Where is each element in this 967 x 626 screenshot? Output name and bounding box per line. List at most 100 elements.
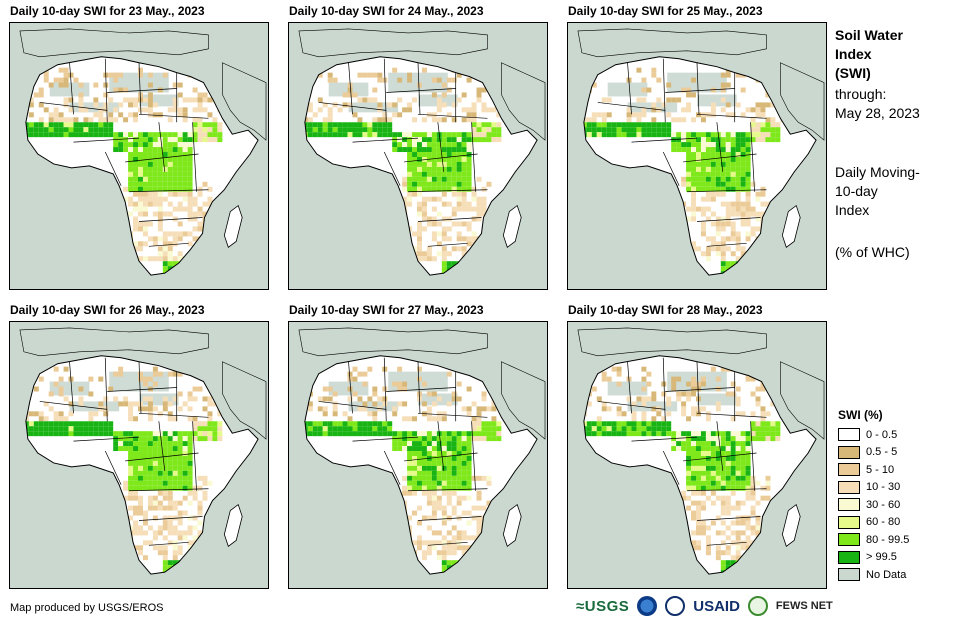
swi-cell — [68, 411, 74, 417]
swi-cell — [521, 396, 527, 402]
swi-cell — [730, 206, 736, 212]
swi-cell — [68, 127, 74, 133]
swi-cell — [123, 142, 129, 148]
swi-cell — [735, 231, 741, 237]
swi-cell — [392, 406, 398, 412]
swi-cell — [431, 161, 437, 167]
swi-cell — [147, 82, 153, 88]
swi-cell — [43, 426, 49, 432]
swi-cell — [307, 406, 313, 412]
swi-cell — [740, 152, 746, 157]
swi-cell — [516, 401, 522, 407]
swi-cell — [436, 231, 442, 237]
swi-cell — [730, 137, 736, 143]
swi-cell — [187, 475, 193, 481]
swi-cell — [591, 386, 597, 392]
swi-cell — [421, 550, 427, 556]
swi-cell — [108, 117, 114, 123]
swi-cell — [726, 575, 731, 580]
swi-cell — [192, 371, 198, 377]
swi-cell — [426, 540, 432, 546]
swi-cell — [147, 107, 153, 113]
swi-cell — [710, 446, 716, 452]
swi-cell — [436, 480, 442, 486]
swi-cell — [696, 206, 701, 212]
swi-cell — [451, 465, 457, 471]
swi-cell — [725, 510, 731, 516]
swi-cell — [461, 161, 467, 167]
swi-cell — [606, 112, 612, 118]
swi-cell — [476, 271, 482, 276]
swi-cell — [402, 137, 408, 143]
country-border — [750, 421, 755, 491]
swi-cell — [167, 371, 173, 377]
country-border — [683, 452, 757, 462]
swi-cell — [138, 500, 143, 506]
swi-cell — [182, 176, 188, 182]
swi-cell — [456, 485, 462, 491]
swi-cell — [481, 426, 487, 432]
swi-cell — [461, 436, 467, 442]
swi-cell — [421, 132, 427, 138]
swi-cell — [352, 431, 358, 437]
swi-cell — [451, 147, 457, 153]
swi-cell — [142, 406, 148, 412]
swi-cell — [745, 152, 751, 157]
swi-cell — [372, 421, 378, 427]
swi-cell — [621, 421, 627, 427]
country-border — [471, 122, 476, 192]
swi-cell — [167, 171, 173, 177]
swi-cell — [740, 201, 746, 207]
swi-cell — [152, 196, 158, 202]
swi-cell — [28, 127, 34, 133]
swi-cell — [536, 366, 538, 372]
swi-cell — [197, 545, 203, 551]
swi-cell — [182, 231, 188, 237]
swi-cell — [715, 142, 721, 148]
swi-cell — [646, 421, 652, 427]
swi-cell — [780, 411, 786, 417]
swi-cell — [162, 550, 168, 556]
swi-cell — [162, 480, 168, 486]
swi-cell — [691, 455, 697, 461]
swi-cell — [583, 122, 587, 128]
swi-cell — [735, 535, 741, 541]
swi-cell — [162, 261, 168, 267]
swi-cell — [691, 530, 697, 536]
swi-cell — [681, 176, 687, 182]
swi-cell — [362, 97, 368, 103]
swi-cell — [142, 231, 148, 237]
swi-cell — [207, 137, 213, 143]
panel-title: Daily 10-day SWI for 28 May., 2023 — [568, 303, 763, 317]
swi-cell — [755, 480, 761, 486]
country-border — [138, 62, 142, 115]
swi-cell — [25, 401, 29, 407]
swi-cell — [431, 515, 437, 521]
swi-cell — [616, 431, 622, 437]
swi-cell — [516, 411, 522, 417]
swi-cell — [755, 431, 761, 437]
swi-cell — [207, 421, 213, 427]
swi-cell — [187, 470, 193, 476]
swi-cell — [202, 436, 208, 442]
swi-cell — [327, 421, 333, 427]
swi-cell — [307, 122, 313, 128]
swi-cell — [496, 431, 502, 437]
country-border — [383, 151, 401, 186]
swi-cell — [431, 221, 437, 227]
swi-cell — [765, 510, 771, 516]
swi-cell — [167, 107, 173, 113]
swi-cell — [451, 166, 457, 172]
swi-cell — [696, 446, 701, 452]
swi-cell — [606, 127, 612, 133]
swi-cell — [511, 406, 517, 412]
swi-cell — [197, 102, 203, 108]
swi-cell — [476, 560, 482, 566]
swi-cell — [312, 122, 318, 128]
swi-cell — [471, 550, 477, 556]
swi-cell — [182, 206, 188, 212]
swi-cell — [760, 102, 766, 108]
swi-cell — [198, 276, 203, 281]
swi-cell — [696, 525, 701, 531]
swi-cell — [491, 431, 497, 437]
